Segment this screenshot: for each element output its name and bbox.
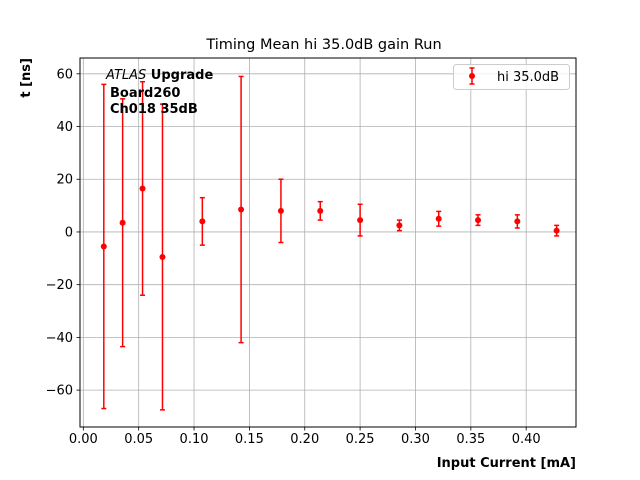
x-axis-label: Input Current [mA] bbox=[437, 456, 576, 471]
annotation-upgrade: Upgrade bbox=[146, 68, 213, 83]
data-point bbox=[238, 206, 245, 213]
data-point bbox=[159, 253, 166, 260]
x-tick-label: 0.25 bbox=[346, 432, 375, 447]
data-point bbox=[396, 222, 403, 229]
x-tick-label: 0.10 bbox=[180, 432, 209, 447]
x-tick-label: 0.35 bbox=[456, 432, 485, 447]
annotation-line-3: Ch018 35dB bbox=[110, 102, 198, 117]
data-series bbox=[100, 75, 560, 411]
y-tick-label: 0 bbox=[65, 225, 73, 240]
data-point bbox=[553, 227, 560, 234]
grid bbox=[80, 58, 576, 427]
x-tick-label: 0.05 bbox=[124, 432, 153, 447]
data-point bbox=[277, 207, 284, 214]
y-tick-label: 40 bbox=[56, 120, 73, 135]
x-tick-label: 0.40 bbox=[512, 432, 541, 447]
data-point bbox=[475, 217, 482, 224]
data-point bbox=[119, 219, 126, 226]
y-tick-label: 60 bbox=[56, 67, 73, 82]
annotation-atlas: ATLAS bbox=[105, 68, 146, 83]
legend-marker-dot bbox=[469, 73, 475, 79]
x-tick-label: 0.20 bbox=[290, 432, 319, 447]
y-tick-label: −60 bbox=[46, 384, 73, 399]
legend-box bbox=[453, 64, 570, 90]
data-point bbox=[199, 218, 206, 225]
data-point bbox=[139, 185, 146, 192]
chart-title: Timing Mean hi 35.0dB gain Run bbox=[205, 37, 441, 53]
data-point bbox=[100, 243, 107, 250]
y-axis-label: t [ns] bbox=[19, 58, 34, 98]
x-tick-label: 0.30 bbox=[401, 432, 430, 447]
data-point bbox=[317, 207, 324, 214]
y-tick-label: −20 bbox=[46, 278, 73, 293]
plot-frame bbox=[79, 57, 577, 428]
atlas-annotation: ATLAS Upgrade Board260 Ch018 35dB bbox=[105, 68, 213, 117]
x-tick-label: 0.00 bbox=[69, 432, 98, 447]
x-tick-label: 0.15 bbox=[235, 432, 264, 447]
data-point bbox=[435, 215, 442, 222]
legend-label: hi 35.0dB bbox=[497, 70, 559, 85]
y-ticks: −60 −40 −20 0 20 40 60 bbox=[46, 67, 80, 399]
x-ticks: 0.00 0.05 0.10 0.15 0.20 0.25 0.30 0.35 0.40 bbox=[69, 427, 541, 447]
annotation-line-2: Board260 bbox=[110, 86, 180, 101]
y-tick-label: 20 bbox=[56, 173, 73, 188]
legend: hi 35.0dB bbox=[453, 64, 570, 90]
data-point bbox=[514, 218, 521, 225]
series-group bbox=[100, 75, 560, 411]
annotation-line-1: ATLAS Upgrade bbox=[105, 68, 213, 83]
data-point bbox=[357, 217, 364, 224]
y-tick-label: −40 bbox=[46, 331, 73, 346]
legend-marker bbox=[469, 67, 475, 85]
